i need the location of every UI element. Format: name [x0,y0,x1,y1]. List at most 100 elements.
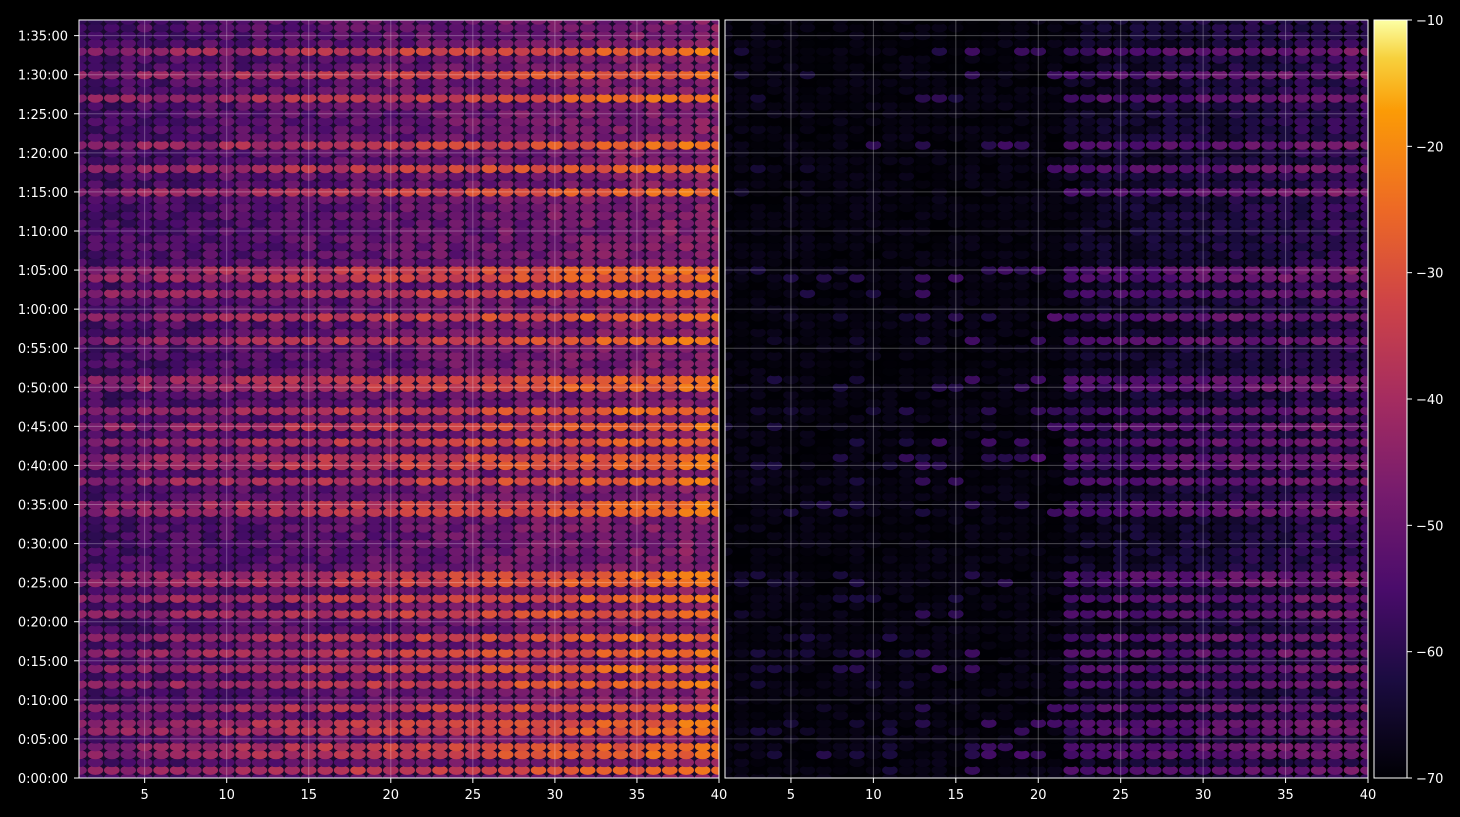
heatmap-cell [399,101,416,111]
heatmap-cell [547,30,563,41]
heatmap-cell [579,296,596,306]
heatmap-cell [662,304,678,314]
heatmap-cell [136,351,153,361]
heatmap-cell [465,546,481,557]
heatmap-cell [547,609,563,619]
heatmap-cell [218,116,235,127]
heatmap-cell [186,93,202,103]
heatmap-cell [169,70,186,80]
heatmap-cell [300,617,317,627]
heatmap-cell [120,538,136,549]
heatmap-cell [415,663,432,674]
heatmap-cell [79,343,87,353]
heatmap-cell [497,343,514,353]
heatmap-cell [87,140,104,150]
heatmap-cell [563,663,580,674]
heatmap-cell [284,109,301,119]
heatmap-cell [596,226,612,236]
heatmap-cell [514,421,530,432]
heatmap-cell [366,132,383,142]
heatmap-cell [465,218,481,228]
heatmap-cell [268,257,284,267]
heatmap-cell [202,257,219,267]
heatmap-cell [629,195,645,205]
heatmap-cell [629,70,645,80]
heatmap-cell [366,257,383,267]
heatmap-cell [711,577,719,588]
heatmap-cell [104,163,120,174]
right-panel-cells [725,20,1368,778]
heatmap-cell [662,515,678,525]
heatmap-cell [645,273,662,283]
heatmap-cell [317,195,334,205]
heatmap-cell [268,343,284,353]
heatmap-cell [612,703,629,713]
heatmap-cell [579,718,596,728]
heatmap-cell [514,46,530,56]
heatmap-cell [153,687,169,697]
heatmap-cell [497,187,514,197]
heatmap-cell [136,366,153,377]
heatmap-cell [563,710,580,721]
heatmap-cell [251,421,268,432]
heatmap-cell [104,406,120,416]
heatmap-cell [645,359,662,369]
heatmap-cell [432,312,448,322]
heatmap-cell [251,523,268,533]
heatmap-cell [366,445,383,455]
heatmap-cell [432,710,448,721]
heatmap-cell [711,85,719,95]
heatmap-cell [317,718,334,728]
heatmap-cell [465,742,481,752]
heatmap-cell [481,773,498,778]
heatmap-cell [104,249,120,260]
heatmap-cell [629,241,645,252]
heatmap-cell [202,85,219,96]
heatmap-cell [218,765,235,775]
heatmap-cell [317,312,334,322]
heatmap-cell [678,226,694,236]
heatmap-cell [186,171,202,181]
heatmap-cell [202,156,219,166]
heatmap-cell [202,132,219,142]
heatmap-cell [579,585,596,596]
heatmap-cell [120,460,136,471]
heatmap-cell [317,429,334,439]
heatmap-cell [645,570,662,580]
heatmap-cell [169,710,186,721]
heatmap-cell [415,23,432,33]
heatmap-cell [383,734,399,744]
heatmap-cell [629,390,645,400]
heatmap-cell [284,20,301,25]
heatmap-cell [284,156,301,166]
heatmap-cell [87,124,104,135]
heatmap-cell [694,226,711,236]
heatmap-cell [350,359,366,369]
heatmap-cell [448,624,465,635]
heatmap-cell [79,726,87,736]
heatmap-cell [169,554,186,564]
heatmap-cell [514,749,530,760]
heatmap-cell [865,757,882,768]
heatmap-cell [399,140,416,150]
heatmap-cell [465,773,481,778]
heatmap-cell [448,749,465,760]
heatmap-cell [235,327,251,338]
heatmap-cell [202,437,219,447]
heatmap-cell [432,124,448,135]
heatmap-cell [104,273,120,283]
heatmap-cell [87,187,104,197]
heatmap-cell [169,632,186,642]
heatmap-cell [579,210,596,221]
heatmap-cell [202,327,219,338]
heatmap-cell [465,366,481,377]
heatmap-cell [251,429,268,439]
heatmap-cell [251,648,268,658]
heatmap-cell [678,406,694,416]
heatmap-cell [694,742,711,752]
heatmap-cell [317,327,334,338]
heatmap-cell [251,710,268,721]
heatmap-cell [448,695,465,705]
heatmap-cell [530,671,547,682]
heatmap-cell [104,257,120,267]
